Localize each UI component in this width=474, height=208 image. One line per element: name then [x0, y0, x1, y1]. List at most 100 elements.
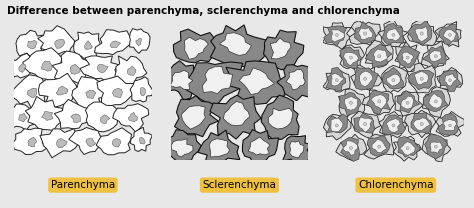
Polygon shape [408, 21, 432, 45]
Polygon shape [38, 73, 77, 108]
Polygon shape [226, 61, 285, 104]
Circle shape [406, 147, 409, 150]
Polygon shape [386, 74, 400, 86]
Polygon shape [411, 112, 432, 134]
Text: Chlorenchyma: Chlorenchyma [358, 180, 434, 190]
Polygon shape [130, 127, 152, 152]
Polygon shape [210, 25, 268, 67]
Polygon shape [393, 136, 421, 161]
Polygon shape [25, 97, 63, 130]
Polygon shape [397, 90, 419, 113]
Polygon shape [331, 73, 345, 86]
Polygon shape [327, 114, 347, 133]
Polygon shape [415, 27, 428, 42]
Polygon shape [339, 92, 361, 116]
Polygon shape [336, 134, 367, 160]
Circle shape [448, 33, 451, 36]
Circle shape [420, 32, 423, 35]
Polygon shape [41, 61, 52, 71]
Circle shape [448, 79, 451, 82]
Polygon shape [115, 56, 147, 85]
Polygon shape [223, 102, 250, 125]
Polygon shape [374, 49, 388, 62]
Polygon shape [413, 118, 430, 131]
Polygon shape [18, 64, 26, 72]
Polygon shape [128, 112, 137, 122]
Polygon shape [85, 41, 92, 50]
Polygon shape [437, 68, 463, 90]
Polygon shape [351, 65, 383, 90]
Polygon shape [322, 23, 351, 49]
Polygon shape [349, 21, 381, 45]
Circle shape [364, 77, 367, 80]
Polygon shape [18, 113, 27, 122]
Polygon shape [408, 70, 434, 90]
Circle shape [335, 33, 338, 36]
Circle shape [364, 32, 367, 35]
Polygon shape [56, 138, 67, 148]
Polygon shape [80, 56, 120, 82]
Polygon shape [210, 139, 230, 157]
Circle shape [434, 55, 438, 58]
Polygon shape [345, 97, 357, 110]
Circle shape [349, 56, 353, 59]
Polygon shape [359, 117, 373, 132]
Polygon shape [445, 74, 457, 86]
Polygon shape [37, 26, 74, 55]
Polygon shape [277, 65, 316, 101]
Polygon shape [397, 46, 420, 68]
Polygon shape [185, 62, 243, 104]
Polygon shape [130, 77, 153, 102]
Polygon shape [69, 128, 102, 155]
Polygon shape [358, 28, 373, 40]
Circle shape [392, 79, 395, 82]
Polygon shape [73, 32, 102, 60]
Polygon shape [372, 139, 387, 153]
Polygon shape [324, 26, 346, 47]
Polygon shape [401, 96, 413, 109]
Circle shape [378, 100, 381, 103]
Polygon shape [364, 134, 394, 159]
Polygon shape [383, 115, 406, 135]
Circle shape [335, 79, 338, 82]
Polygon shape [261, 95, 299, 140]
Polygon shape [360, 71, 373, 87]
Polygon shape [202, 67, 233, 94]
Polygon shape [52, 51, 95, 84]
Polygon shape [166, 130, 201, 162]
Circle shape [378, 54, 381, 58]
Polygon shape [379, 111, 407, 140]
Polygon shape [136, 38, 141, 46]
Polygon shape [351, 111, 381, 139]
Polygon shape [439, 71, 461, 92]
Polygon shape [344, 52, 359, 66]
Polygon shape [423, 46, 446, 68]
Polygon shape [242, 130, 279, 168]
Polygon shape [16, 30, 49, 57]
Polygon shape [331, 118, 343, 132]
Polygon shape [425, 135, 447, 159]
Text: Sclerenchyma: Sclerenchyma [202, 180, 276, 190]
Polygon shape [331, 30, 345, 42]
Polygon shape [397, 136, 420, 157]
Polygon shape [365, 44, 392, 68]
Polygon shape [414, 71, 428, 85]
Polygon shape [7, 104, 38, 130]
Polygon shape [184, 37, 209, 59]
Polygon shape [55, 39, 64, 48]
Polygon shape [354, 67, 378, 90]
Polygon shape [13, 128, 47, 155]
Polygon shape [97, 64, 108, 73]
Polygon shape [112, 139, 121, 147]
Polygon shape [363, 90, 394, 115]
Circle shape [392, 33, 395, 36]
Polygon shape [10, 75, 48, 110]
Polygon shape [386, 28, 401, 41]
Polygon shape [371, 95, 386, 109]
Text: Parenchyma: Parenchyma [51, 180, 115, 190]
Polygon shape [354, 113, 375, 133]
Circle shape [335, 124, 338, 127]
Polygon shape [113, 104, 149, 132]
Polygon shape [181, 106, 205, 129]
Polygon shape [71, 114, 81, 123]
